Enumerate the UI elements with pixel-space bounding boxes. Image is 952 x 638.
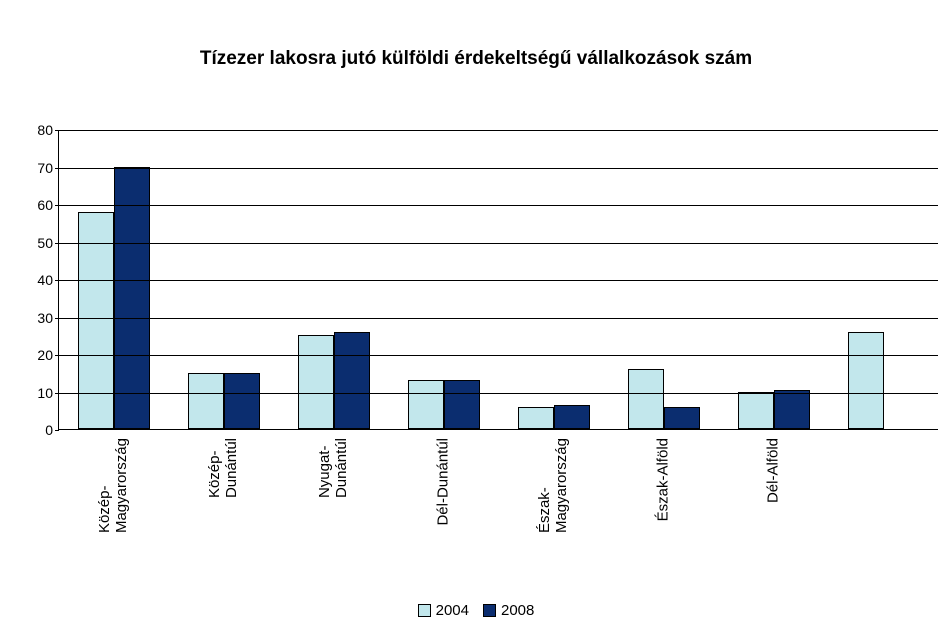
- x-axis-labels: Közép-Magyarország Közép-Dunántúl Nyugat-D…: [58, 438, 938, 598]
- legend-label: 2008: [501, 602, 534, 619]
- bar: [554, 405, 590, 429]
- legend-item: 2004: [418, 602, 469, 619]
- bar: [408, 380, 444, 429]
- bar: [664, 407, 700, 430]
- gridline: [59, 318, 938, 319]
- x-tick-label: Dél-Alföld: [765, 438, 782, 503]
- x-tick-label: Közép-Dunántúl: [206, 438, 240, 498]
- bar: [774, 390, 810, 429]
- x-tick-label: Nyugat-Dunántúl: [316, 438, 350, 498]
- bar: [298, 335, 334, 429]
- x-tick-label: Dél-Dunántúl: [435, 438, 452, 526]
- y-tick-label: 40: [37, 272, 53, 288]
- y-tick-label: 0: [45, 422, 53, 438]
- bar: [188, 373, 224, 429]
- legend-label: 2004: [436, 602, 469, 619]
- plot-area: 01020304050607080: [58, 130, 938, 430]
- y-tick-mark: [55, 430, 59, 431]
- legend-swatch: [418, 604, 431, 617]
- y-tick-mark: [55, 243, 59, 244]
- gridline: [59, 280, 938, 281]
- x-tick-label: Közép-Magyarország: [96, 438, 130, 533]
- bar: [334, 332, 370, 430]
- gridline: [59, 205, 938, 206]
- y-tick-label: 60: [37, 197, 53, 213]
- bar: [78, 212, 114, 430]
- y-tick-label: 70: [37, 160, 53, 176]
- y-tick-label: 10: [37, 385, 53, 401]
- legend-swatch: [483, 604, 496, 617]
- y-tick-label: 80: [37, 122, 53, 138]
- gridline: [59, 393, 938, 394]
- bar: [444, 380, 480, 429]
- y-tick-mark: [55, 280, 59, 281]
- y-tick-label: 20: [37, 347, 53, 363]
- y-tick-mark: [55, 355, 59, 356]
- bar: [848, 332, 884, 430]
- gridline: [59, 243, 938, 244]
- x-tick-label: Észak-Alföld: [655, 438, 672, 521]
- y-tick-mark: [55, 393, 59, 394]
- y-tick-mark: [55, 130, 59, 131]
- gridline: [59, 355, 938, 356]
- y-tick-label: 30: [37, 310, 53, 326]
- gridline: [59, 168, 938, 169]
- bar: [628, 369, 664, 429]
- bar: [738, 392, 774, 430]
- y-tick-label: 50: [37, 235, 53, 251]
- legend: 2004 2008: [0, 602, 952, 619]
- y-tick-mark: [55, 205, 59, 206]
- y-tick-mark: [55, 318, 59, 319]
- gridline: [59, 130, 938, 131]
- x-tick-label: Észak-Magyarország: [536, 438, 570, 533]
- bar: [518, 407, 554, 430]
- y-tick-mark: [55, 168, 59, 169]
- bar: [224, 373, 260, 429]
- legend-item: 2008: [483, 602, 534, 619]
- chart-title: Tízezer lakosra jutó külföldi érdekeltsé…: [0, 48, 952, 70]
